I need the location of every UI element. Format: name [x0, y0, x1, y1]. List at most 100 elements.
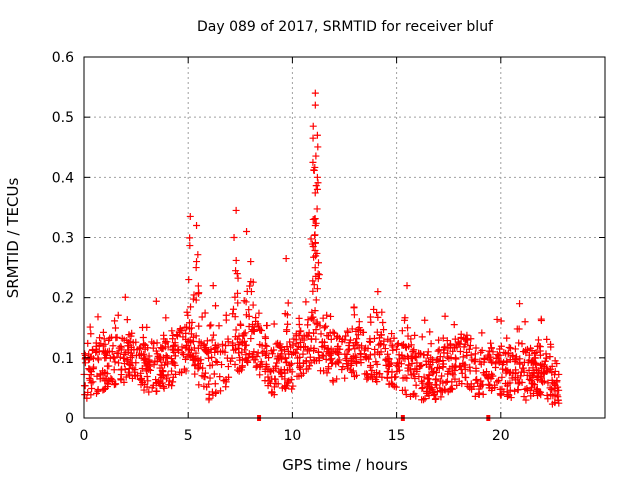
data-point	[136, 344, 144, 352]
data-point	[498, 373, 506, 381]
data-point	[466, 367, 474, 375]
data-point	[242, 311, 250, 319]
data-point	[507, 394, 515, 402]
data-point	[311, 307, 319, 315]
data-point	[395, 351, 403, 359]
data-point	[476, 358, 484, 366]
data-point	[120, 378, 128, 386]
data-point	[478, 381, 486, 389]
data-point	[208, 353, 216, 361]
data-point	[449, 371, 457, 379]
data-point	[423, 351, 431, 359]
data-point	[551, 384, 559, 392]
data-point	[479, 369, 487, 377]
data-point	[393, 359, 401, 367]
data-point	[169, 331, 177, 339]
data-point	[235, 349, 243, 357]
data-point	[194, 282, 202, 290]
x-tick-label: 0	[80, 428, 89, 444]
data-point	[148, 338, 156, 346]
data-point	[390, 334, 398, 342]
data-point	[234, 274, 242, 282]
data-point	[304, 365, 312, 373]
data-point	[355, 318, 363, 326]
data-point	[359, 328, 367, 336]
data-point	[285, 350, 293, 358]
data-point	[283, 327, 291, 335]
data-point	[312, 326, 320, 334]
data-point	[306, 353, 314, 361]
data-point	[418, 333, 426, 341]
data-point	[270, 383, 278, 391]
data-point	[307, 335, 315, 343]
data-point	[200, 373, 208, 381]
y-tick-label: 0	[65, 411, 74, 427]
data-point	[309, 215, 317, 223]
data-point	[192, 296, 200, 304]
data-point	[256, 325, 264, 333]
data-point	[129, 339, 137, 347]
data-point	[547, 386, 555, 394]
data-point	[256, 371, 264, 379]
data-point	[518, 340, 526, 348]
data-point	[422, 357, 430, 365]
data-point	[478, 346, 486, 354]
data-point	[309, 158, 317, 166]
data-point	[213, 358, 221, 366]
data-point	[105, 362, 113, 370]
data-point	[444, 370, 452, 378]
data-point	[532, 360, 540, 368]
y-tick-label: 0.2	[52, 291, 74, 307]
data-point	[392, 373, 400, 381]
data-point	[439, 379, 447, 387]
data-point	[195, 381, 203, 389]
data-point	[388, 341, 396, 349]
data-point	[530, 380, 538, 388]
data-point	[236, 354, 244, 362]
data-point	[428, 384, 436, 392]
data-point	[419, 384, 427, 392]
data-point	[144, 377, 152, 385]
data-point	[162, 353, 170, 361]
data-point	[127, 332, 135, 340]
data-point	[314, 259, 322, 267]
data-point	[131, 371, 139, 379]
data-point	[487, 344, 495, 352]
data-point	[407, 341, 415, 349]
data-point	[555, 386, 563, 394]
data-point	[302, 298, 310, 306]
data-point	[402, 343, 410, 351]
data-point	[238, 362, 246, 370]
data-point	[441, 312, 449, 320]
data-point	[293, 345, 301, 353]
data-point	[486, 381, 494, 389]
data-point	[186, 212, 194, 220]
data-point	[295, 321, 303, 329]
data-point	[472, 376, 480, 384]
data-point	[125, 365, 133, 373]
data-point	[540, 370, 548, 378]
data-point	[500, 348, 508, 356]
data-point	[495, 358, 503, 366]
data-point	[448, 378, 456, 386]
data-point	[345, 345, 353, 353]
data-point	[164, 371, 172, 379]
data-point	[169, 373, 177, 381]
data-point	[392, 383, 400, 391]
data-point	[125, 342, 133, 350]
data-point	[327, 312, 335, 320]
data-point	[289, 341, 297, 349]
grid	[84, 57, 605, 418]
data-point	[427, 385, 435, 393]
data-point	[360, 346, 368, 354]
data-point	[249, 301, 257, 309]
data-point	[296, 339, 304, 347]
data-point	[275, 341, 283, 349]
data-point	[429, 369, 437, 377]
data-point	[489, 348, 497, 356]
data-point	[549, 379, 557, 387]
data-point	[250, 348, 258, 356]
data-point	[376, 340, 384, 348]
data-point	[466, 342, 474, 350]
data-point	[186, 242, 194, 250]
